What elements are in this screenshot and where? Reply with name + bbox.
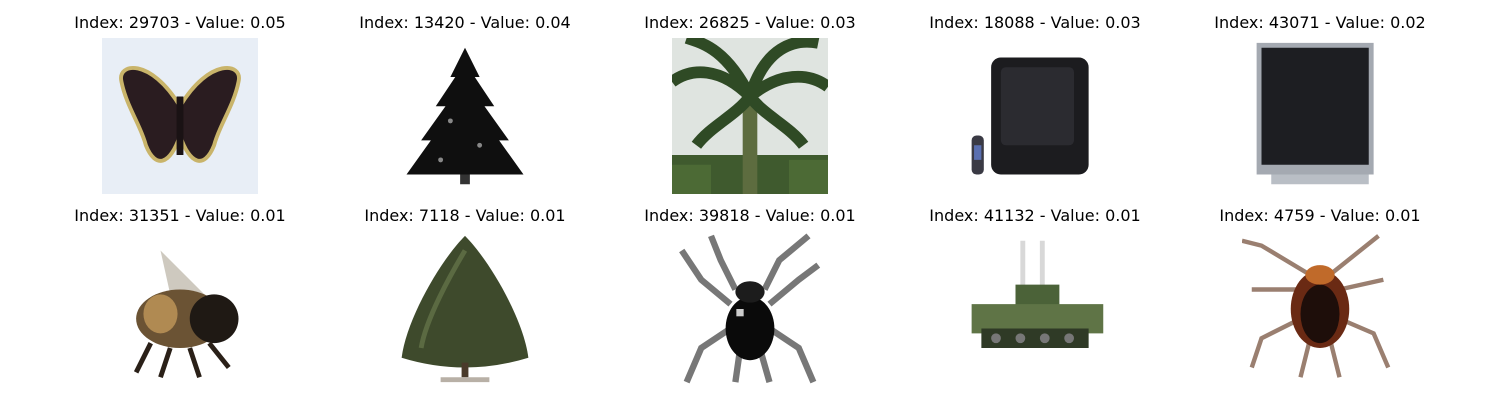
cell-title: Index: 31351 - Value: 0.01 bbox=[74, 206, 286, 225]
palm-tree-icon bbox=[672, 38, 828, 194]
cell-title: Index: 41132 - Value: 0.01 bbox=[929, 206, 1141, 225]
cell-title: Index: 13420 - Value: 0.04 bbox=[359, 13, 571, 32]
flatscreen-tv-icon bbox=[1242, 38, 1398, 194]
beetle-icon bbox=[672, 231, 828, 387]
cell-title: Index: 29703 - Value: 0.05 bbox=[74, 13, 286, 32]
cell-title: Index: 26825 - Value: 0.03 bbox=[644, 13, 856, 32]
cell-title: Index: 18088 - Value: 0.03 bbox=[929, 13, 1141, 32]
butterfly-icon bbox=[102, 38, 258, 194]
pine-tree-icon bbox=[387, 38, 543, 194]
cell-title: Index: 43071 - Value: 0.02 bbox=[1214, 13, 1426, 32]
cone-tree-icon bbox=[387, 231, 543, 387]
cell-title: Index: 4759 - Value: 0.01 bbox=[1219, 206, 1421, 225]
crt-television-icon bbox=[957, 38, 1113, 194]
cell-title: Index: 39818 - Value: 0.01 bbox=[644, 206, 856, 225]
bee-icon bbox=[102, 231, 258, 387]
tank-icon bbox=[957, 231, 1113, 387]
cell-title: Index: 7118 - Value: 0.01 bbox=[364, 206, 566, 225]
cockroach-icon bbox=[1242, 231, 1398, 387]
